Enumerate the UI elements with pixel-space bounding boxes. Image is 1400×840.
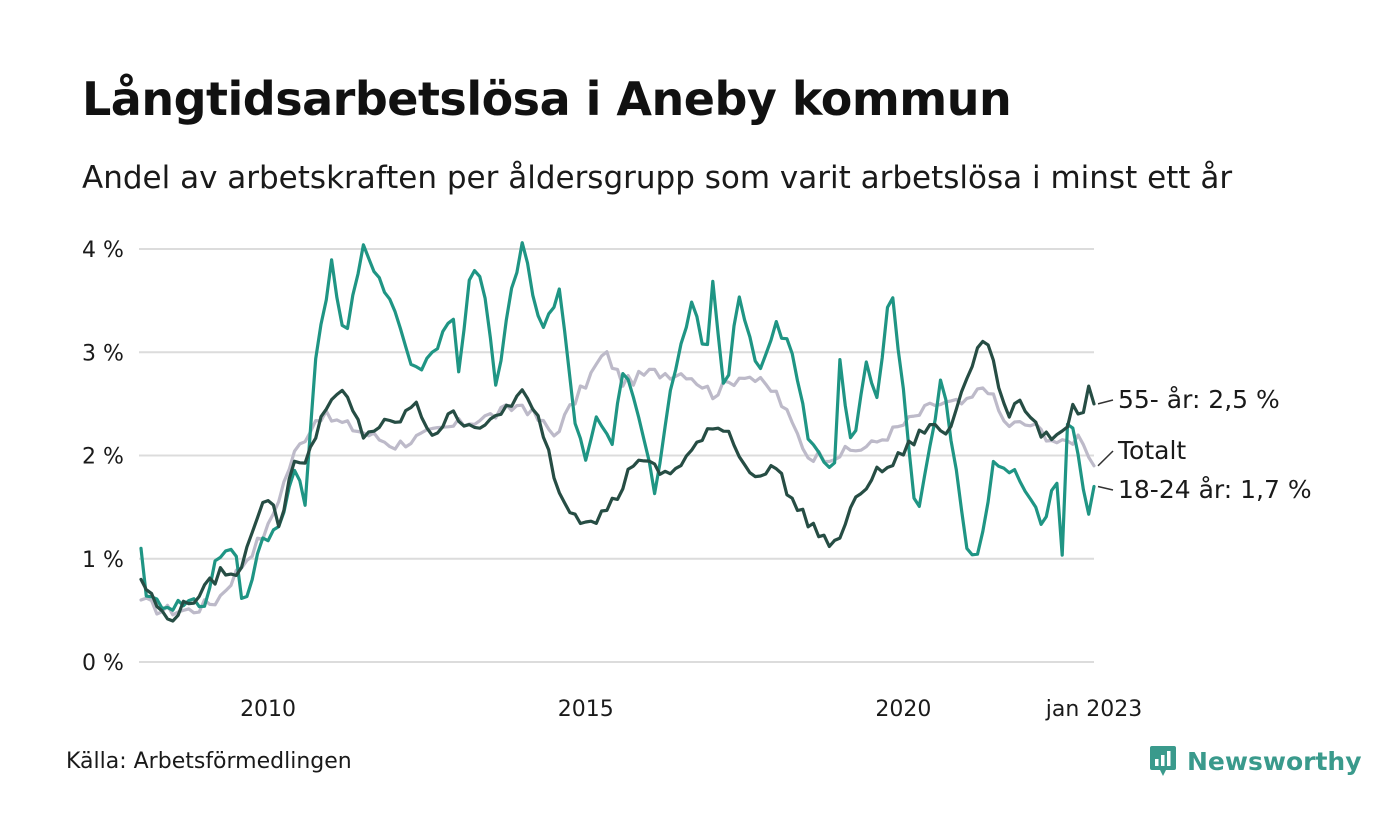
series-label-leader <box>1097 399 1114 405</box>
x-tick-label: 2015 <box>558 697 614 722</box>
series-lines <box>139 241 1096 623</box>
x-tick-label: 2010 <box>240 697 296 722</box>
y-tick-label: 1 % <box>82 548 124 573</box>
series-label: Totalt <box>1117 436 1186 465</box>
series-label-leader <box>1097 450 1114 467</box>
x-tick-label: 2020 <box>875 697 931 722</box>
y-tick-label: 4 % <box>82 238 124 263</box>
y-tick-label: 3 % <box>82 341 124 366</box>
y-axis: 0 % 1 % 2 % 3 % 4 % <box>82 238 124 676</box>
x-axis: 2010 2015 2020 jan 2023 <box>240 697 1142 722</box>
series-labels: Totalt 18-24 år: 1,7 % 55- år: 2,5 % <box>1097 385 1312 504</box>
grid-lines <box>139 248 1094 663</box>
newsworthy-logo-icon <box>1150 746 1176 776</box>
x-tick-label-end: jan 2023 <box>1045 697 1143 722</box>
series-line-1 <box>139 241 1096 612</box>
series-label: 55- år: 2,5 % <box>1118 385 1280 414</box>
y-tick-label: 0 % <box>82 651 124 676</box>
series-label: 18-24 år: 1,7 % <box>1118 475 1312 504</box>
chart-subtitle: Andel av arbetskraften per åldersgrupp s… <box>82 160 1233 196</box>
series-label-leader <box>1097 485 1114 491</box>
brand-name: Newsworthy <box>1187 746 1362 776</box>
source-note: Källa: Arbetsförmedlingen <box>66 749 352 774</box>
brand-logo[interactable]: Newsworthy <box>1149 743 1362 779</box>
series-line-0 <box>139 350 1096 617</box>
chart-title: Långtidsarbetslösa i Aneby kommun <box>82 72 1012 126</box>
series-line-2 <box>139 339 1096 623</box>
y-tick-label: 2 % <box>82 445 124 470</box>
